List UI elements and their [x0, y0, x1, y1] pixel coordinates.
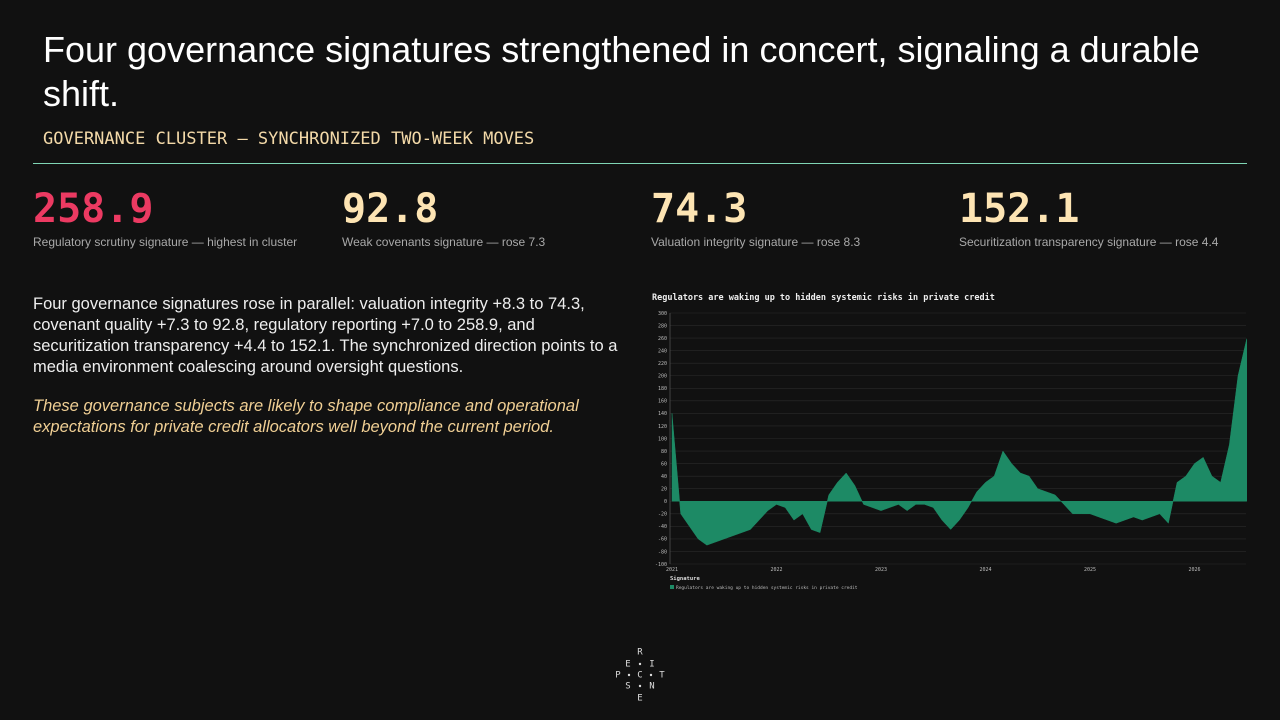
logo-letter: N: [649, 682, 654, 692]
y-tick-label: 160: [658, 399, 667, 405]
x-tick-label: 2023: [875, 567, 887, 573]
chart: Regulators are waking up to hidden syste…: [652, 292, 1247, 591]
note-text: These governance subjects are likely to …: [33, 397, 579, 436]
kpi: 258.9 Regulatory scrutiny signature — hig…: [33, 186, 303, 250]
kpi: 152.1 Securitization transparency signatu…: [959, 186, 1229, 250]
x-tick-label: 2024: [979, 567, 991, 573]
y-tick-label: 20: [661, 487, 667, 493]
logo-letter: I: [649, 660, 654, 670]
y-tick-label: 140: [658, 411, 667, 417]
x-tick-label: 2025: [1084, 567, 1096, 573]
legend-swatch: [670, 585, 674, 589]
kpi-label: Regulatory scrutiny signature — highest …: [33, 235, 298, 249]
kpi-value: 152.1: [959, 186, 1080, 232]
logo-letter: E: [625, 660, 630, 670]
kpi-label: Weak covenants signature — rose 7.3: [342, 235, 546, 249]
kpi-value: 92.8: [342, 186, 439, 232]
y-tick-label: 300: [658, 311, 667, 317]
logo-letter: P: [615, 671, 621, 681]
logo-letter: R: [637, 648, 643, 658]
legend-title: Signature: [670, 576, 700, 582]
kpi-label: Securitization transparency signature — …: [959, 235, 1219, 249]
y-tick-label: 120: [658, 424, 667, 430]
y-tick-label: 0: [664, 499, 667, 505]
y-tick-label: -20: [658, 512, 667, 518]
body-text: Four governance signatures rose in paral…: [33, 295, 618, 376]
y-tick-label: -100: [655, 562, 667, 568]
y-tick-label: -60: [658, 537, 667, 543]
kpi-value: 74.3: [651, 186, 748, 232]
x-tick-label: 2026: [1188, 567, 1200, 573]
kpi-value: 258.9: [33, 186, 154, 232]
logo-letter: C: [637, 671, 642, 681]
x-tick-label: 2021: [666, 567, 678, 573]
y-tick-label: 220: [658, 361, 667, 367]
y-tick-label: 240: [658, 348, 667, 354]
kpi: 74.3 Valuation integrity signature — rose…: [651, 186, 921, 250]
title: Four governance signatures strengthened …: [43, 29, 1200, 114]
y-tick-label: -40: [658, 524, 667, 530]
y-tick-label: 180: [658, 386, 667, 392]
y-tick-label: 280: [658, 323, 667, 329]
divider: [33, 163, 1247, 164]
subtitle: GOVERNANCE CLUSTER — SYNCHRONIZED TWO-WE…: [43, 129, 535, 149]
legend-label: Regulators are waking up to hidden syste…: [676, 585, 858, 591]
kpi-label: Valuation integrity signature — rose 8.3: [651, 235, 861, 249]
y-tick-label: -80: [658, 549, 667, 555]
chart-title: Regulators are waking up to hidden syste…: [652, 292, 995, 303]
y-tick-label: 100: [658, 436, 667, 442]
y-tick-label: 40: [661, 474, 667, 480]
logo-letter: S: [625, 682, 630, 692]
logo-letter: E: [637, 694, 642, 704]
kpi: 92.8 Weak covenants signature — rose 7.3: [342, 186, 612, 250]
area: [671, 338, 1247, 546]
y-tick-label: 260: [658, 336, 667, 342]
y-tick-label: 200: [658, 374, 667, 380]
logo-letter: T: [659, 671, 665, 681]
x-tick-label: 2022: [770, 567, 782, 573]
y-tick-label: 60: [661, 461, 667, 467]
y-tick-label: 80: [661, 449, 667, 455]
logo: R E I P C T S N E: [615, 648, 665, 704]
